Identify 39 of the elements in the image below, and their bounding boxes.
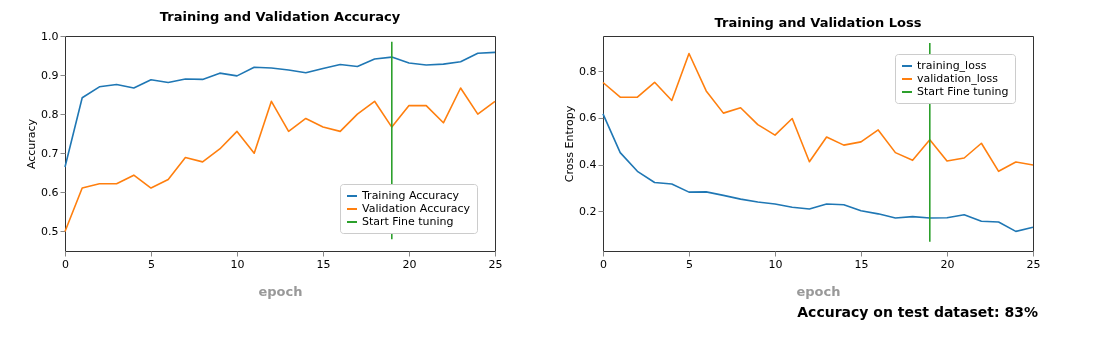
chart-title: Training and Validation Loss (714, 15, 922, 30)
legend-label: Start Fine tuning (917, 85, 1009, 98)
chart-title: Training and Validation Accuracy (159, 9, 401, 24)
x-tick-label: 20 (940, 257, 955, 271)
y-tick-label: 0.9 (41, 68, 59, 82)
x-tick-label: 5 (148, 257, 155, 271)
line-series (64, 51, 496, 168)
y-tick-label: 0.7 (41, 146, 59, 160)
legend-label: Start Fine tuning (362, 215, 454, 228)
legend-label: Validation Accuracy (362, 202, 471, 215)
x-tick-label: 25 (1026, 257, 1041, 271)
x-tick-label: 15 (854, 257, 869, 271)
y-axis-title: Cross Entropy (563, 105, 577, 183)
x-tick-label: 20 (402, 257, 417, 271)
line-series (602, 52, 1034, 173)
y-tick-label: 0.6 (41, 185, 59, 199)
x-tick-label: 10 (768, 257, 783, 271)
y-tick-label: 0.2 (579, 204, 597, 218)
y-tick-label: 0.8 (41, 107, 59, 121)
x-tick-label: 15 (316, 257, 331, 271)
legend-label: Training Accuracy (361, 189, 460, 202)
x-axis-title: epoch (258, 283, 303, 299)
line-series (602, 113, 1034, 233)
x-tick-label: 5 (686, 257, 693, 271)
text: Accuracy on test dataset: 83% (797, 304, 1038, 320)
y-axis-title: Accuracy (25, 118, 39, 170)
x-tick-label: 0 (600, 257, 607, 271)
y-tick-label: 0.4 (579, 158, 597, 172)
y-tick-label: 0.6 (579, 111, 597, 125)
legend-label: training_loss (917, 59, 987, 72)
x-tick-label: 10 (230, 257, 245, 271)
y-tick-label: 0.5 (41, 224, 59, 238)
y-tick-label: 1.0 (41, 29, 59, 43)
x-tick-label: 0 (62, 257, 69, 271)
x-axis-title: epoch (796, 283, 841, 299)
legend-label: validation_loss (917, 72, 999, 85)
x-tick-label: 25 (488, 257, 503, 271)
y-tick-label: 0.8 (579, 64, 597, 78)
line-series (64, 87, 496, 233)
